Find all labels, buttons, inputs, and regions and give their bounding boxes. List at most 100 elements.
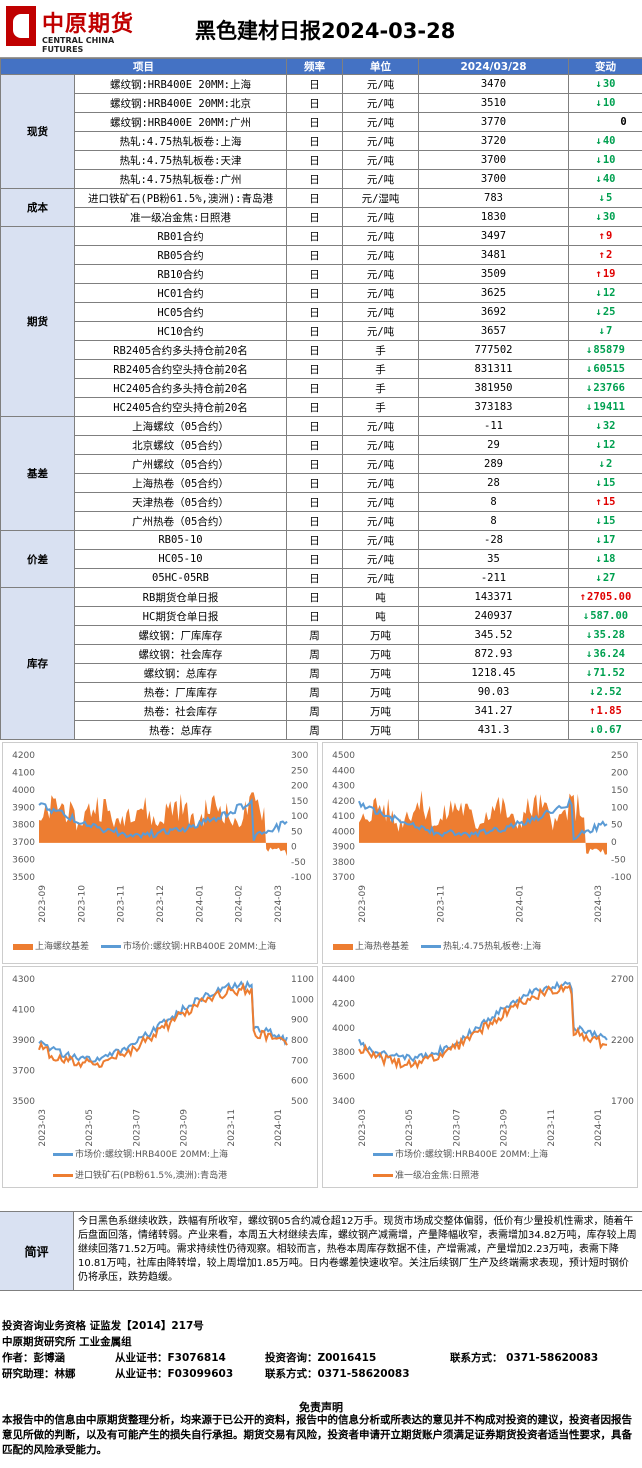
value-cell: 3657 [418,321,569,341]
right-tick-label: 1000 [291,995,314,1005]
unit-cell: 元/湿吨 [342,188,419,208]
left-tick-label: 4400 [332,975,355,985]
left-tick-label: 4200 [12,751,35,761]
value-cell: 240937 [418,606,569,626]
x-tick-label: 2024-01 [515,885,525,923]
x-tick-label: 2024-01 [274,1109,284,1147]
arrow-up-icon: ↑ [595,496,602,508]
value-cell: -11 [418,416,569,436]
arrow-down-icon: ↓ [595,534,602,546]
unit-cell: 万吨 [342,625,419,645]
legend-swatch-icon [13,943,33,950]
legend-swatch-icon [101,945,122,948]
left-tick-label: 4000 [332,827,355,837]
unit-cell: 万吨 [342,682,419,702]
disclaimer-text: 本报告中的信息由中原期货整理分析，均来源于已公开的资料，报告中的信息分析或所表达… [2,1414,632,1456]
frequency-cell: 日 [286,473,343,493]
change-value: 60515 [593,363,625,375]
frequency-cell: 日 [286,321,343,341]
left-tick-label: 3400 [332,1097,355,1107]
chart-rebar-vs-iron-ore: 4300 4100 3900 3700 3500 1100 1000 900 800 700 600… [2,966,318,1188]
charts-area: 4200 4100 4000 3900 3800 3700 3600 3500 300 250 20… [0,740,642,1190]
footer-author-cert: 从业证书：F3076814 [115,1352,226,1364]
table-row: 螺纹钢：厂库库存周万吨 345.52 ↓35.28 [1,625,642,645]
change-value: 15 [602,515,616,527]
arrow-down-icon: ↓ [586,344,593,356]
unit-cell: 元/吨 [342,302,419,322]
item-name: 螺纹钢：社会库存 [74,644,287,664]
price-line-1 [358,980,608,1063]
unit-cell: 手 [342,359,419,379]
table-row: 上海热卷（05合约）日元/吨 28 ↓15 [1,473,642,493]
comment-text: 今日黑色系继续收跌，跌幅有所收窄，螺纹钢05合约减仓超12万手。现货市场成交整体… [78,1216,637,1283]
item-name: 天津热卷（05合约） [74,492,287,512]
chart-legend: 上海螺纹基差 市场价:螺纹钢:HRB400E 20MM:上海 [13,939,288,952]
arrow-down-icon: ↓ [586,648,593,660]
change-value: 32 [602,420,616,432]
unit-cell: 元/吨 [342,131,419,151]
unit-cell: 元/吨 [342,416,419,436]
change-value: 15 [602,477,616,489]
table-row: 螺纹钢：总库存周万吨 1218.45 ↓71.52 [1,663,642,683]
frequency-cell: 日 [286,302,343,322]
change-value: 19 [602,268,616,280]
left-tick-label: 3700 [332,873,355,883]
value-cell: 8 [418,492,569,512]
comment-label: 简评 [0,1212,74,1290]
x-tick-label: 2023-09 [38,885,48,923]
item-name: 05HC-05RB [74,568,287,588]
item-name: HC10合约 [74,321,287,341]
unit-cell: 手 [342,378,419,398]
item-name: 广州螺纹（05合约） [74,454,287,474]
frequency-cell: 日 [286,568,343,588]
unit-cell: 元/吨 [342,283,419,303]
left-tick-label: 4400 [332,766,355,776]
change-value: 40 [602,173,616,185]
change-cell: ↓12 [568,435,642,455]
item-name: 螺纹钢:HRB400E 20MM:广州 [74,112,287,132]
left-tick-label: 3500 [12,1097,35,1107]
company-logo: 中原期货 CENTRAL CHINA FUTURES [6,6,156,54]
item-name: 热轧:4.75热轧板卷:上海 [74,131,287,151]
frequency-cell: 日 [286,492,343,512]
logo-mark-icon [6,6,36,46]
value-cell: 341.27 [418,701,569,721]
unit-cell: 元/吨 [342,321,419,341]
change-value: 27 [602,572,616,584]
x-tick-label: 2023-12 [156,885,166,923]
unit-cell: 手 [342,340,419,360]
table-row: HC2405合约空头持仓前20名日手 373183 ↓19411 [1,397,642,417]
change-value: 10 [602,97,616,109]
change-cell: ↓15 [568,473,642,493]
frequency-cell: 日 [286,150,343,170]
right-tick-label: 2700 [611,975,634,985]
table-row: 北京螺纹（05合约）日元/吨 29 ↓12 [1,435,642,455]
chart-rebar-basis: 4200 4100 4000 3900 3800 3700 3600 3500 300 250 20… [2,742,318,964]
left-tick-label: 3700 [12,838,35,848]
arrow-down-icon: ↓ [595,306,602,318]
value-cell: 345.52 [418,625,569,645]
change-value: 2 [606,249,613,261]
legend-label: 上海热卷基差 [355,942,410,952]
data-table: 项目 频率 单位 2024/03/28 变动 现货 螺纹钢:HRB400E 20M… [0,58,642,740]
arrow-down-icon: ↓ [586,629,593,641]
right-tick-label: 2200 [611,1036,634,1046]
left-tick-label: 3900 [12,803,35,813]
value-cell: 831311 [418,359,569,379]
item-name: 北京螺纹（05合约） [74,435,287,455]
change-cell: ↓19411 [568,397,642,417]
table-row: RB05合约日元/吨 3481 ↑2 [1,245,642,265]
table-row: 螺纹钢：社会库存周万吨 872.93 ↓36.24 [1,644,642,664]
x-tick-label: 2024-03 [594,885,604,923]
value-cell: 777502 [418,340,569,360]
value-cell: 3509 [418,264,569,284]
arrow-down-icon: ↓ [595,211,602,223]
category-cell: 成本 [0,188,75,227]
value-cell: 3497 [418,226,569,246]
right-tick-label: 150 [291,797,308,807]
left-tick-label: 4100 [12,1006,35,1016]
frequency-cell: 周 [286,682,343,702]
unit-cell: 手 [342,397,419,417]
change-value: 9 [606,230,613,242]
left-tick-label: 4100 [12,768,35,778]
